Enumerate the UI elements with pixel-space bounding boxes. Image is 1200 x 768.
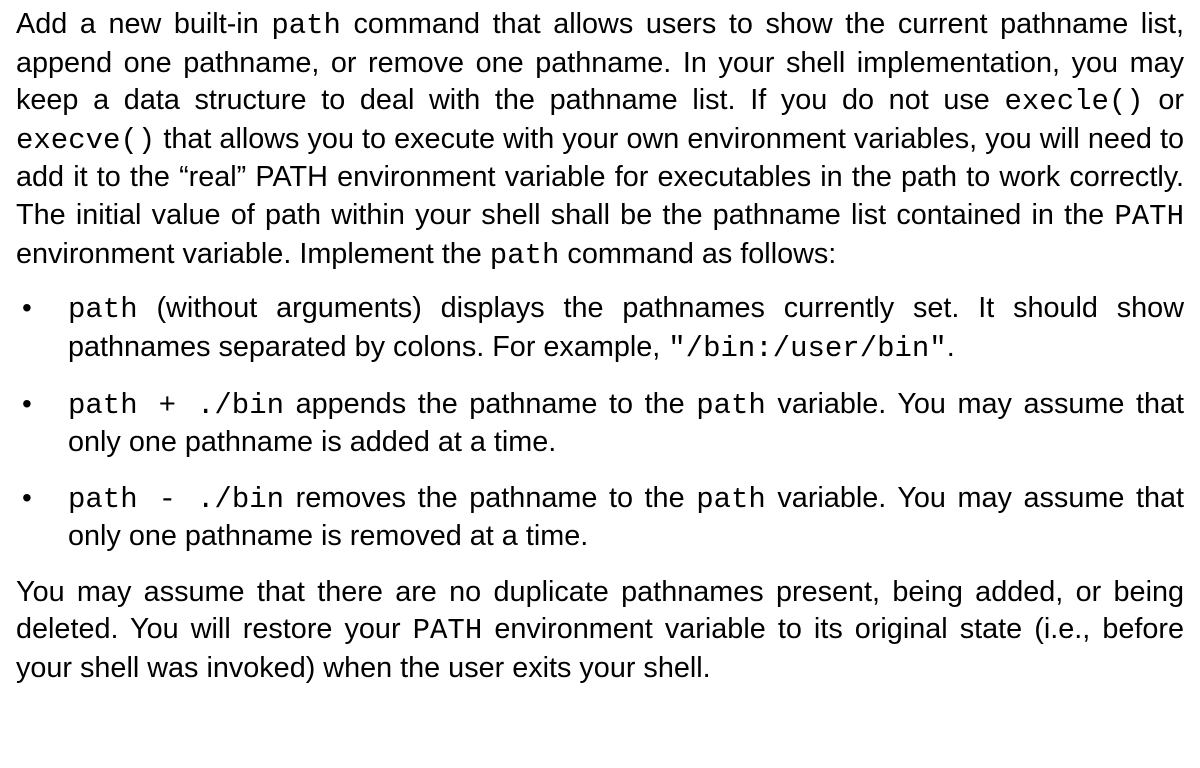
bullet1-text-1: (without arguments) displays the pathnam… bbox=[68, 292, 1184, 363]
intro-text-1: Add a new built-in bbox=[16, 8, 271, 40]
code-path-var-2: path bbox=[696, 483, 766, 516]
code-path-example: "/bin:/user/bin" bbox=[668, 332, 946, 365]
bullet-item-1: path (without arguments) displays the pa… bbox=[16, 290, 1184, 367]
intro-paragraph: Add a new built-in path command that all… bbox=[16, 6, 1184, 274]
intro-text-6: command as follows: bbox=[559, 238, 836, 270]
bullet-list: path (without arguments) displays the pa… bbox=[16, 290, 1184, 556]
code-execle: execle() bbox=[1004, 85, 1143, 118]
bullet3-text-1: removes the pathname to the bbox=[284, 482, 696, 514]
code-path-remove: path - ./bin bbox=[68, 483, 284, 516]
code-path-env: PATH bbox=[1114, 200, 1184, 233]
intro-text-5: environment variable. Implement the bbox=[16, 238, 490, 270]
outro-paragraph: You may assume that there are no duplica… bbox=[16, 574, 1184, 688]
code-path-noargs: path bbox=[68, 293, 138, 326]
code-path-env-2: PATH bbox=[413, 614, 483, 647]
intro-text-3: or bbox=[1144, 84, 1184, 116]
code-path-var-1: path bbox=[696, 389, 766, 422]
code-path-2: path bbox=[490, 239, 560, 272]
bullet-item-3: path - ./bin removes the pathname to the… bbox=[16, 480, 1184, 556]
code-path-append: path + ./bin bbox=[68, 389, 284, 422]
bullet-item-2: path + ./bin appends the pathname to the… bbox=[16, 386, 1184, 462]
bullet1-text-2: . bbox=[947, 331, 955, 363]
code-path: path bbox=[271, 9, 341, 42]
intro-text-4: that allows you to execute with your own… bbox=[16, 123, 1184, 231]
code-execve: execve() bbox=[16, 124, 155, 157]
document-page: Add a new built-in path command that all… bbox=[0, 0, 1200, 699]
bullet2-text-1: appends the pathname to the bbox=[284, 388, 696, 420]
